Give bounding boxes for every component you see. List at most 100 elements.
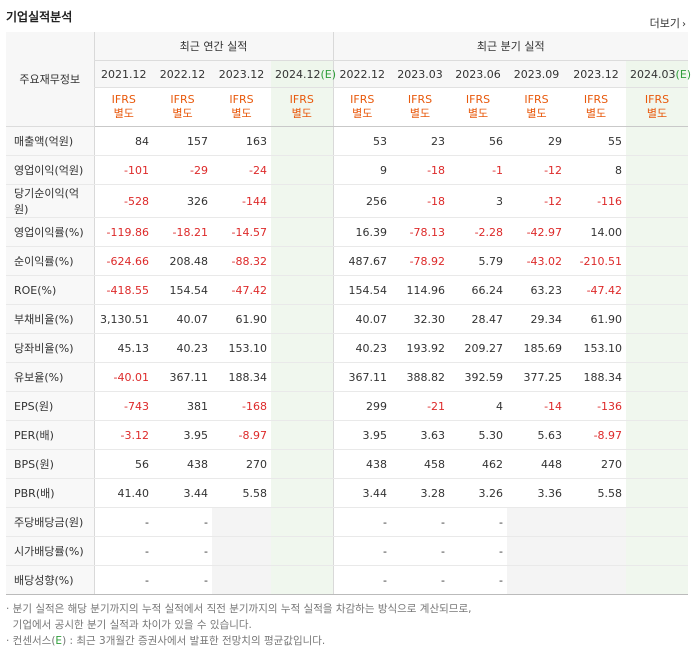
period-label: 2023.09 — [513, 67, 560, 81]
table-cell: - — [93, 507, 153, 537]
ifrs-type: 별도 — [585, 107, 607, 120]
chevron-right-icon: › — [682, 19, 686, 30]
table-cell: 40.07 — [332, 304, 392, 334]
table-cell: 3.63 — [391, 420, 450, 450]
table-cell: 3.36 — [507, 478, 567, 508]
ifrs-label: IFRS 별도 — [391, 87, 450, 127]
row-label: 매출액(억원) — [6, 126, 94, 156]
period-header: 2024.03(E) — [626, 60, 691, 88]
table-cell — [271, 362, 334, 392]
ifrs-type: 별도 — [231, 107, 252, 120]
row-label: EPS(원) — [6, 391, 94, 421]
table-cell: - — [449, 536, 508, 566]
table-row: 영업이익(억원) -101 -29 -24 9 -18 -1 -12 8 — [6, 155, 689, 185]
quarterly-results-header: 최근 분기 실적 — [332, 32, 689, 61]
ifrs-standard: IFRS — [350, 93, 375, 106]
table-row: EPS(원) -743 381 -168 299 -21 4 -14 -136 — [6, 391, 689, 421]
table-cell: - — [332, 536, 392, 566]
table-cell: 114.96 — [391, 275, 450, 305]
table-cell: - — [332, 565, 392, 595]
table-cell — [271, 126, 334, 156]
table-cell: -743 — [93, 391, 153, 421]
table-cell: - — [391, 536, 450, 566]
table-cell — [626, 217, 689, 247]
financial-summary-table: 주요재무정보 최근 연간 실적 최근 분기 실적 2021.12 2022.12 2… — [6, 32, 691, 595]
period-label: 2022.12 — [339, 67, 386, 81]
table-cell — [626, 565, 689, 595]
table-cell: - — [449, 565, 508, 595]
table-row: 유보율(%) -40.01 367.11 188.34 367.11 388.82 392.… — [6, 362, 689, 392]
table-cell — [212, 536, 271, 566]
table-cell: -3.12 — [93, 420, 153, 450]
table-cell: -624.66 — [93, 246, 153, 276]
table-cell: -8.97 — [566, 420, 627, 450]
table-cell: - — [391, 565, 450, 595]
table-cell: 23 — [391, 126, 450, 156]
table-cell: 163 — [212, 126, 271, 156]
table-cell: 56 — [449, 126, 508, 156]
ifrs-type: 별도 — [352, 107, 373, 120]
row-label: PER(배) — [6, 420, 94, 450]
ifrs-label: IFRS 별도 — [507, 87, 567, 127]
table-cell — [626, 362, 689, 392]
row-label: 시가배당률(%) — [6, 536, 94, 566]
table-cell: -78.92 — [391, 246, 450, 276]
estimate-mark: E — [55, 635, 63, 647]
footnote-line: · 분기 실적은 해당 분기까지의 누적 실적에서 직전 분기까지의 누적 실적… — [6, 603, 472, 615]
period-label: 2024.12 — [275, 67, 321, 81]
table-cell — [271, 420, 334, 450]
table-cell: -210.51 — [566, 246, 627, 276]
ifrs-label: IFRS 별도 — [271, 87, 334, 127]
table-cell: -18.21 — [153, 217, 212, 247]
ifrs-label: IFRS 별도 — [212, 87, 271, 127]
table-cell: -21 — [391, 391, 450, 421]
table-cell — [271, 391, 334, 421]
table-cell: 56 — [93, 449, 153, 479]
table-cell: -14 — [507, 391, 567, 421]
table-cell — [271, 478, 334, 508]
table-cell: 448 — [507, 449, 567, 479]
table-cell — [212, 565, 271, 595]
table-cell — [626, 478, 689, 508]
table-cell: 9 — [332, 155, 392, 185]
row-label: 유보율(%) — [6, 362, 94, 392]
table-cell — [271, 304, 334, 334]
table-cell: 193.92 — [391, 333, 450, 363]
table-cell: - — [93, 536, 153, 566]
table-cell: -40.01 — [93, 362, 153, 392]
table-cell: 29 — [507, 126, 567, 156]
table-cell — [626, 304, 689, 334]
table-cell: 5.63 — [507, 420, 567, 450]
table-cell: 270 — [212, 449, 271, 479]
ifrs-label: IFRS 별도 — [566, 87, 627, 127]
table-cell: 458 — [391, 449, 450, 479]
table-cell — [271, 507, 334, 537]
table-cell: -42.97 — [507, 217, 567, 247]
table-cell: 3.28 — [391, 478, 450, 508]
table-cell: -136 — [566, 391, 627, 421]
table-cell: 326 — [153, 184, 212, 218]
table-row: BPS(원) 56 438 270 438 458 462 448 270 — [6, 449, 689, 479]
ifrs-label: IFRS 별도 — [153, 87, 212, 127]
annual-results-header: 최근 연간 실적 — [93, 32, 334, 61]
ifrs-type: 별도 — [646, 107, 668, 120]
table-cell: -101 — [93, 155, 153, 185]
table-cell: 5.58 — [566, 478, 627, 508]
table-cell: - — [391, 507, 450, 537]
period-header: 2023.12 — [566, 60, 627, 88]
table-cell: 188.34 — [566, 362, 627, 392]
table-cell: -528 — [93, 184, 153, 218]
ifrs-standard: IFRS — [111, 93, 136, 106]
table-cell — [507, 507, 567, 537]
table-cell: 14.00 — [566, 217, 627, 247]
table-cell — [507, 536, 567, 566]
ifrs-standard: IFRS — [644, 93, 670, 106]
table-cell: 153.10 — [566, 333, 627, 363]
table-cell: 8 — [566, 155, 627, 185]
table-row: PBR(배) 41.40 3.44 5.58 3.44 3.28 3.26 3.36 5.58 — [6, 478, 689, 508]
more-link[interactable]: 더보기 › — [650, 15, 686, 31]
table-cell: -2.28 — [449, 217, 508, 247]
table-cell — [507, 565, 567, 595]
period-label: 2023.12 — [218, 67, 265, 81]
row-label: 영업이익(억원) — [6, 155, 94, 185]
